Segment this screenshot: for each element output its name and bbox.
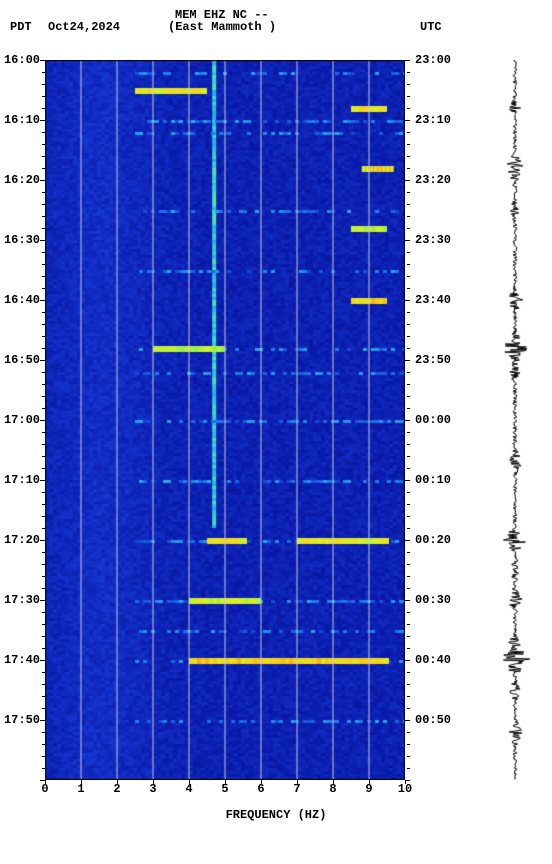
right-time-tick: 00:00 <box>415 413 451 427</box>
left-time-tick: 16:30 <box>4 233 40 247</box>
left-time-tick: 16:40 <box>4 293 40 307</box>
tz-left-label: PDT <box>10 20 32 34</box>
right-time-tick: 00:20 <box>415 533 451 547</box>
spectrogram-canvas <box>45 60 405 780</box>
x-axis-label: FREQUENCY (HZ) <box>0 808 552 822</box>
left-time-axis: 16:0016:1016:2016:3016:4016:5017:0017:10… <box>0 60 45 780</box>
right-time-tick: 23:10 <box>415 113 451 127</box>
x-tick-marks <box>45 780 405 785</box>
left-time-tick: 16:10 <box>4 113 40 127</box>
right-time-tick: 00:10 <box>415 473 451 487</box>
left-tick-marks <box>40 60 45 780</box>
waveform-canvas <box>490 60 540 780</box>
right-time-tick: 23:00 <box>415 53 451 67</box>
date-label: Oct24,2024 <box>48 20 120 34</box>
right-time-axis: 23:0023:1023:2023:3023:4023:5000:0000:10… <box>410 60 460 780</box>
left-time-tick: 16:20 <box>4 173 40 187</box>
left-time-tick: 17:20 <box>4 533 40 547</box>
right-time-tick: 23:30 <box>415 233 451 247</box>
right-time-tick: 00:40 <box>415 653 451 667</box>
right-time-tick: 23:20 <box>415 173 451 187</box>
left-time-tick: 17:10 <box>4 473 40 487</box>
left-time-tick: 17:00 <box>4 413 40 427</box>
right-time-tick: 00:30 <box>415 593 451 607</box>
left-time-tick: 17:50 <box>4 713 40 727</box>
right-time-tick: 23:50 <box>415 353 451 367</box>
left-time-tick: 16:50 <box>4 353 40 367</box>
left-time-tick: 16:00 <box>4 53 40 67</box>
waveform-plot <box>490 60 540 780</box>
right-time-tick: 00:50 <box>415 713 451 727</box>
left-time-tick: 17:40 <box>4 653 40 667</box>
right-time-tick: 23:40 <box>415 293 451 307</box>
left-time-tick: 17:30 <box>4 593 40 607</box>
station-name: (East Mammoth ) <box>168 20 276 34</box>
spectrogram-plot <box>45 60 405 780</box>
right-tick-marks <box>405 60 410 780</box>
tz-right-label: UTC <box>420 20 442 34</box>
